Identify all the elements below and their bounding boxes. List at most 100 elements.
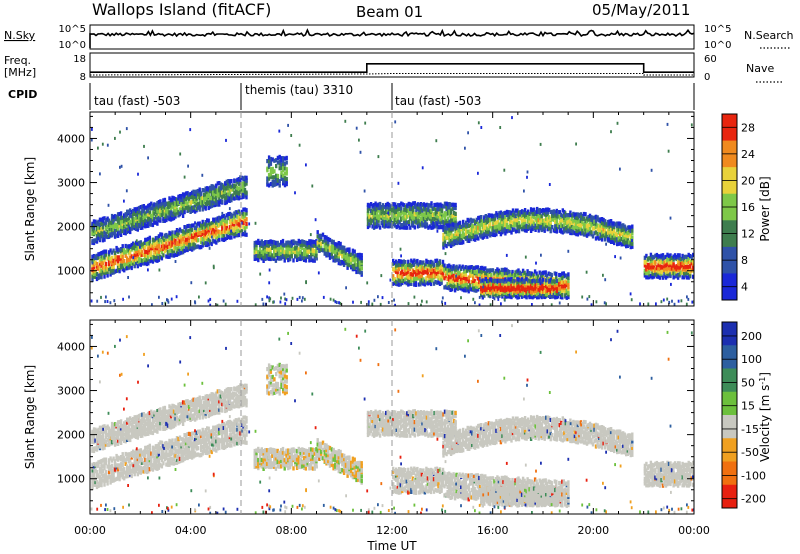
cpid-axis-label: CPID xyxy=(8,88,37,101)
power-cell xyxy=(655,252,659,258)
power-cell xyxy=(608,221,611,226)
power-cell xyxy=(425,280,428,285)
power-cell xyxy=(448,219,451,224)
power-cell xyxy=(479,265,482,271)
power-cell xyxy=(137,172,139,176)
power-cell xyxy=(446,219,450,224)
power-cell xyxy=(463,226,466,231)
power-cell xyxy=(486,231,489,237)
power-cell xyxy=(124,264,127,269)
power-cell xyxy=(675,267,678,272)
power-cell xyxy=(424,215,427,220)
power-cell xyxy=(547,271,550,276)
power-cell xyxy=(540,283,543,288)
power-cell xyxy=(132,225,135,230)
power-cell xyxy=(262,246,265,251)
power-cell xyxy=(407,208,410,213)
power-cell xyxy=(192,235,195,240)
power-cell xyxy=(605,222,608,227)
power-cell xyxy=(410,281,413,286)
power-cell xyxy=(616,233,619,238)
power-cell xyxy=(448,227,451,232)
power-cell xyxy=(514,214,518,219)
power-cell xyxy=(397,207,400,212)
power-cell xyxy=(510,276,513,282)
power-cell xyxy=(511,282,515,287)
power-cell xyxy=(225,225,228,230)
power-cell xyxy=(497,268,501,273)
power-cell xyxy=(513,210,516,215)
power-cell xyxy=(126,266,129,271)
power-cell xyxy=(608,224,611,229)
power-cell xyxy=(381,219,385,224)
power-cell xyxy=(554,290,557,295)
power-cell xyxy=(558,286,561,291)
power-cell xyxy=(148,235,151,240)
power-cell xyxy=(201,225,204,230)
power-cell xyxy=(323,235,326,240)
power-cell xyxy=(488,268,491,273)
power-cell xyxy=(481,224,484,229)
power-cell xyxy=(101,221,105,226)
power-cell xyxy=(470,287,473,292)
power-cell xyxy=(240,195,244,200)
power-cell xyxy=(278,242,281,247)
power-cell xyxy=(200,245,203,250)
power-cell xyxy=(495,220,498,225)
power-cell xyxy=(678,272,681,277)
power-cell xyxy=(609,229,613,234)
power-cell xyxy=(168,201,171,206)
power-cell xyxy=(396,263,399,268)
power-cell xyxy=(537,274,540,279)
power-cell xyxy=(436,207,439,212)
power-cell xyxy=(245,175,248,180)
power-cell xyxy=(215,195,218,200)
power-cell xyxy=(575,219,578,224)
power-cell xyxy=(308,239,311,244)
power-cell xyxy=(285,176,288,182)
power-cell xyxy=(198,245,201,250)
power-cell xyxy=(515,274,519,280)
power-cell xyxy=(486,279,489,284)
power-cell xyxy=(253,253,256,258)
power-cell xyxy=(670,260,674,265)
power-cell xyxy=(115,255,118,260)
power-cell xyxy=(224,195,227,201)
power-cell xyxy=(446,223,450,228)
power-cell xyxy=(564,289,567,294)
power-cell xyxy=(469,217,472,222)
power-cell xyxy=(271,179,274,184)
power-cell xyxy=(285,160,288,165)
power-cell xyxy=(183,248,186,253)
power-cell xyxy=(584,230,587,235)
power-cell xyxy=(285,179,288,184)
power-cell xyxy=(297,247,300,252)
power-cell xyxy=(628,230,631,235)
power-cell xyxy=(357,262,360,267)
power-cell xyxy=(539,293,542,298)
power-cell xyxy=(141,252,144,257)
power-cell xyxy=(209,204,212,209)
power-cell xyxy=(381,213,385,218)
power-cell xyxy=(103,258,106,263)
power-cell xyxy=(401,202,404,207)
power-cell xyxy=(267,163,271,168)
power-cell xyxy=(530,271,534,276)
power-cell xyxy=(487,273,490,278)
power-cell xyxy=(195,244,198,249)
power-cell xyxy=(529,220,533,225)
power-cell xyxy=(540,275,543,280)
power-cell xyxy=(419,260,422,265)
power-cell xyxy=(487,228,490,233)
power-cell xyxy=(493,227,497,232)
power-cell xyxy=(159,199,162,204)
power-cell xyxy=(672,257,675,262)
power-cell xyxy=(171,249,174,254)
power-cell xyxy=(451,241,454,246)
power-cell xyxy=(193,229,197,234)
power-cell xyxy=(608,219,611,224)
power-cell xyxy=(599,222,602,227)
power-cell xyxy=(399,262,402,267)
power-cell xyxy=(207,193,210,198)
power-cell xyxy=(301,256,304,261)
